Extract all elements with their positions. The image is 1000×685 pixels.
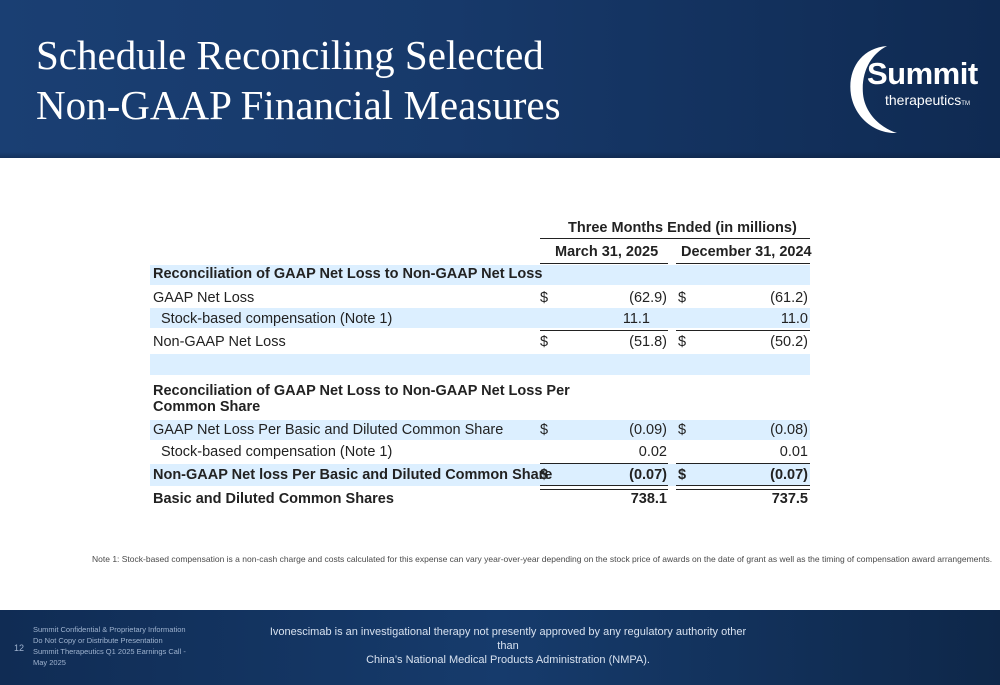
slide-title-line-1: Schedule Reconciling Selected xyxy=(36,32,544,78)
total-double-rule-1 xyxy=(540,485,668,490)
column-header-rule-2 xyxy=(676,263,810,264)
currency-symbol: $ xyxy=(678,422,687,438)
column-header-march-2025: March 31, 2025 xyxy=(555,244,659,260)
column-header-december-2024: December 31, 2024 xyxy=(681,244,812,260)
row-value-col2: 737.5 xyxy=(771,491,808,507)
confidential-line: Summit Therapeutics Q1 2025 Earnings Cal… xyxy=(33,647,186,656)
total-double-rule-2 xyxy=(676,485,810,490)
confidential-notice: Summit Confidential & Proprietary Inform… xyxy=(33,624,186,668)
section1-title: Reconciliation of GAAP Net Loss to Non-G… xyxy=(153,266,543,282)
row-value-col2: 0.01 xyxy=(779,444,808,460)
slide-title-line-2: Non-GAAP Financial Measures xyxy=(36,82,561,128)
row-value-col2: (0.08) xyxy=(770,422,808,438)
subtotal-rule-3 xyxy=(540,463,668,464)
confidential-line: Summit Confidential & Proprietary Inform… xyxy=(33,625,186,634)
page-number: 12 xyxy=(14,643,25,653)
logo-subtitle-text: therapeutics xyxy=(885,92,962,108)
currency-symbol: $ xyxy=(678,467,687,483)
row-label: Stock-based compensation (Note 1) xyxy=(161,311,393,327)
disclaimer-line-1: Ivonescimab is an investigational therap… xyxy=(269,626,747,652)
row-value-col2: 11.0 xyxy=(780,311,808,327)
currency-symbol: $ xyxy=(678,290,687,306)
currency-symbol: $ xyxy=(540,467,549,483)
row-label: Non-GAAP Net loss Per Basic and Diluted … xyxy=(153,467,553,483)
summit-logo: Summit therapeuticsTM xyxy=(845,40,978,140)
row-label: GAAP Net Loss Per Basic and Diluted Comm… xyxy=(153,422,504,438)
row-value-col1: (62.9) xyxy=(629,290,667,306)
regulatory-disclaimer: Ivonescimab is an investigational therap… xyxy=(258,625,758,667)
subtotal-rule-1 xyxy=(540,330,668,331)
logo-arc-icon xyxy=(850,46,897,134)
currency-symbol: $ xyxy=(678,334,687,350)
section2-spacer-band xyxy=(150,354,810,375)
subtotal-rule-2 xyxy=(676,330,810,331)
currency-symbol: $ xyxy=(540,422,549,438)
row-value-col2: (61.2) xyxy=(770,290,808,306)
row-band-non-gaap-per-share xyxy=(150,464,810,486)
slide-footer: 12 Summit Confidential & Proprietary Inf… xyxy=(0,610,1000,685)
row-value-col1: (51.8) xyxy=(629,334,667,350)
confidential-line: Do Not Copy or Distribute Presentation xyxy=(33,636,163,645)
footnote: Note 1: Stock-based compensation is a no… xyxy=(92,554,993,564)
logo-subtitle: therapeuticsTM xyxy=(885,92,970,112)
slide-title: Schedule Reconciling Selected Non-GAAP F… xyxy=(36,30,561,130)
row-value-col1: 11.1 xyxy=(622,311,650,327)
section1-band xyxy=(150,265,810,285)
row-label: Basic and Diluted Common Shares xyxy=(153,491,394,507)
row-label: GAAP Net Loss xyxy=(153,290,255,306)
row-band-stock-comp-1 xyxy=(150,308,810,328)
row-value-col2: (50.2) xyxy=(770,334,808,350)
row-value-col1: 738.1 xyxy=(630,491,667,507)
table-group-header: Three Months Ended (in millions) xyxy=(568,220,797,236)
column-header-rule-1 xyxy=(540,263,668,264)
row-band-gaap-per-share xyxy=(150,420,810,440)
row-value-col1: (0.09) xyxy=(629,422,667,438)
row-label: Stock-based compensation (Note 1) xyxy=(161,444,393,460)
logo-wordmark: Summit xyxy=(867,56,978,91)
confidential-line: May 2025 xyxy=(33,658,66,667)
slide-header: Schedule Reconciling Selected Non-GAAP F… xyxy=(0,0,1000,158)
group-header-rule xyxy=(540,238,810,239)
row-label: Non-GAAP Net Loss xyxy=(153,334,286,350)
section2-title-line-2: Common Share xyxy=(153,399,261,415)
subtotal-rule-4 xyxy=(676,463,810,464)
currency-symbol: $ xyxy=(540,334,549,350)
disclaimer-line-2: China’s National Medical Products Admini… xyxy=(366,654,650,666)
row-value-col2: (0.07) xyxy=(770,467,808,483)
row-value-col1: 0.02 xyxy=(638,444,667,460)
logo-trademark: TM xyxy=(961,101,970,107)
row-value-col1: (0.07) xyxy=(629,467,667,483)
currency-symbol: $ xyxy=(540,290,549,306)
section2-title-line-1: Reconciliation of GAAP Net Loss to Non-G… xyxy=(153,383,570,399)
